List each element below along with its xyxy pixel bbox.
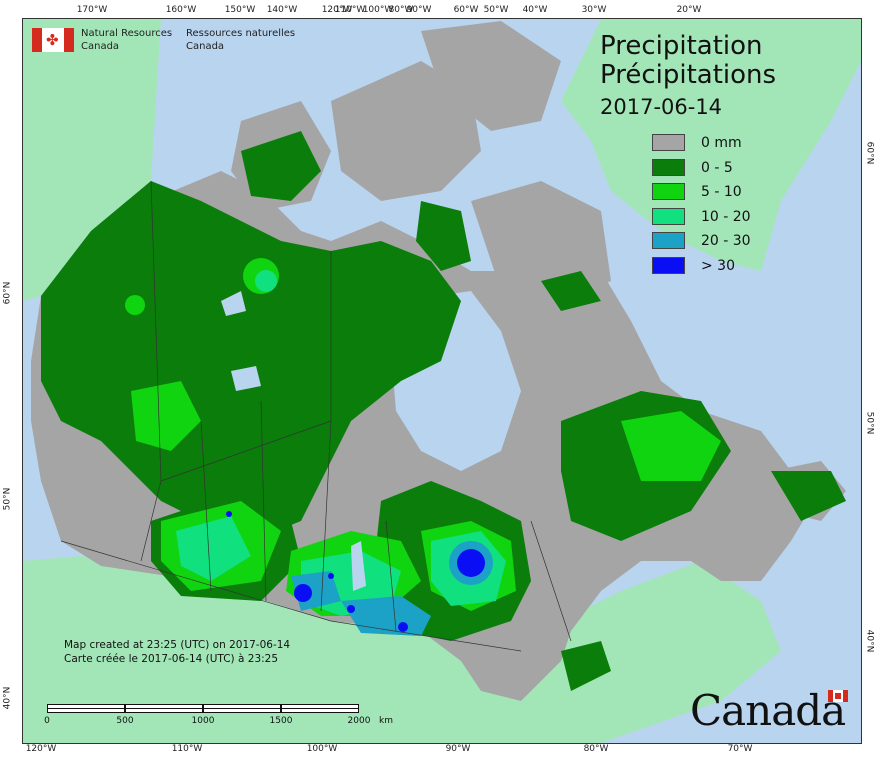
tick-label: 40°N [2,686,13,710]
precip-zone-over-30 [347,605,355,613]
great-slave-lake [231,366,261,391]
legend-swatch [652,256,685,274]
map-date: 2017-06-14 [600,95,723,119]
tick-label: 110°W [334,5,366,15]
tick-label: 40°W [522,5,548,15]
precipitation-map [23,19,861,743]
boundary-line [160,420,332,482]
scale-midline [47,708,359,709]
scale-label: 500 [116,716,134,726]
tick-label: 140°W [266,5,298,15]
scale-unit: km [379,716,393,726]
precip-zone-over-30 [226,511,232,517]
tick-label: 50°W [483,5,509,15]
agency-name-en: Natural Resources Canada [81,28,173,52]
scale-label: 0 [44,716,50,726]
precip-zone-5-10 [125,295,145,315]
legend-label: 20 - 30 [701,233,751,249]
precip-zone-over-30 [294,584,312,602]
legend-label: 10 - 20 [701,208,751,225]
tick-label: 80°W [388,5,414,15]
precip-zone-5-10 [131,381,201,451]
legend-swatch [652,158,685,176]
title-fr: Précipitations [600,60,777,90]
legend-swatch [652,183,685,200]
title-en: Precipitation [600,31,763,61]
boundary-line [320,420,332,612]
wordmark-flag-icon [828,690,848,702]
tick-label: 120°W [25,744,57,754]
tick-label: 150°W [224,5,256,15]
creation-credit: Map created at 23:25 (UTC) on 2017-06-14… [64,638,290,666]
tick-label: 50°N [864,411,875,435]
scale-label: 2000 [347,716,371,726]
tick-label: 60°N [2,281,13,305]
tick-label: 40°N [864,629,875,653]
great-bear-lake [221,291,246,316]
agency-name-fr: Ressources naturelles Canada [186,28,296,52]
tick-label: 80°W [583,744,609,754]
precip-zone-10-20 [255,270,277,292]
precip-zone-over-30 [457,549,485,577]
legend-swatch [652,134,685,151]
boundary-line [260,400,267,602]
tick-label: 170°W [76,5,108,15]
baffin-island [471,181,611,301]
tick-label: 60°N [864,141,875,165]
precip-zone-over-30 [328,573,334,579]
precip-zone-0-5 [541,271,601,311]
tick-label: 30°W [581,5,607,15]
legend-swatch [652,232,685,249]
tick-label: 90°W [445,744,471,754]
boundary-line [60,540,522,652]
baffin-north-islands [331,61,481,201]
canada-wordmark: Canada [690,686,846,735]
ellesmere-island [421,21,561,131]
greenland-land [561,19,861,271]
precip-zone-0-5 [416,201,471,271]
map-canvas [22,18,862,744]
tick-label: 160°W [165,5,197,15]
precip-zone-over-30 [398,622,408,632]
precip-zone-5-10 [621,411,721,481]
legend-swatch [652,207,685,225]
usa-land [23,556,781,743]
credit-en: Map created at 23:25 (UTC) on 2017-06-14 [64,639,291,651]
map-title: Precipitation Précipitations 2017-06-14 [600,32,776,120]
legend-label: > 30 [701,257,735,274]
boundary-line [530,520,572,642]
tick-label: 50°N [2,487,13,511]
tick-label: 100°W [306,744,338,754]
precip-zone-10-20 [176,516,251,581]
tick-label: 20°W [676,5,702,15]
boundary-line [385,520,397,632]
precip-zone-0-5 [771,471,846,521]
tick-label: 120°W [321,5,353,15]
tick-label: 100°W [362,5,394,15]
precip-zone-0-5 [561,641,611,691]
legend-label: 5 - 10 [701,184,742,200]
province-boundaries [60,180,572,652]
precip-zone-0-5 [41,181,461,541]
precip-zone-0-5 [241,131,321,201]
legend-label: 0 - 5 [701,159,733,176]
credit-fr: Carte créée le 2017-06-14 (UTC) à 23:25 [64,653,279,665]
tick-label: 90°W [406,5,432,15]
scale-label: 1500 [269,716,293,726]
tick-label: 70°W [727,744,753,754]
boundary-line [200,420,212,592]
tick-label: 60°W [453,5,479,15]
lake-winnipeg [351,541,366,591]
scale-label: 1000 [191,716,215,726]
canada-flag-icon: ✤ [32,28,74,52]
tick-label: 110°W [171,744,203,754]
alaska-land [23,19,161,301]
legend-label: 0 mm [701,135,742,151]
